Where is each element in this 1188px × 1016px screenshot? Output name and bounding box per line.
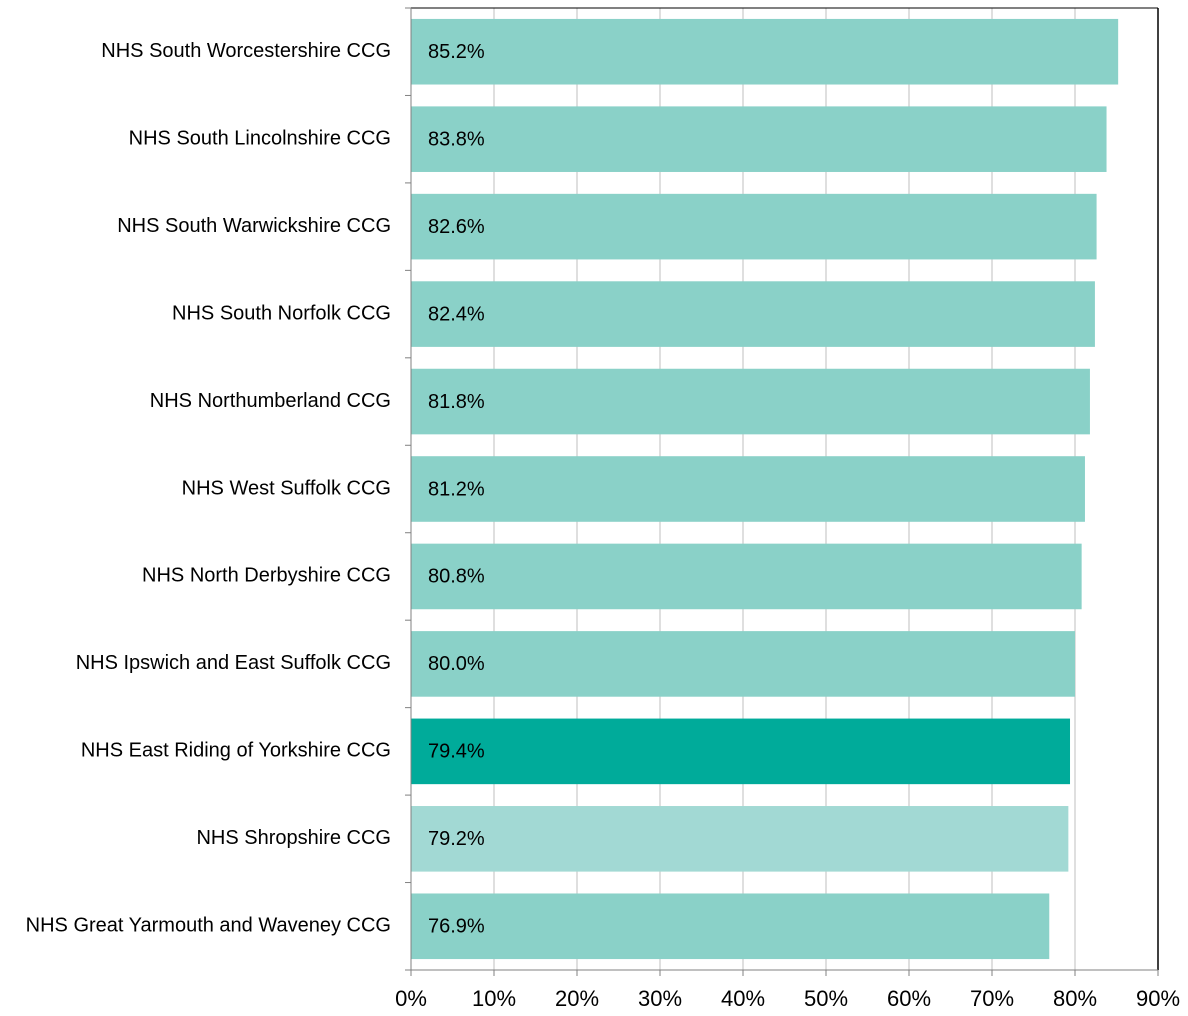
bar — [411, 368, 1090, 435]
bar — [411, 893, 1050, 960]
value-label: 82.6% — [428, 216, 485, 238]
value-label: 85.2% — [428, 41, 485, 63]
y-tick-label: NHS South Norfolk CCG — [172, 302, 391, 324]
bar — [411, 193, 1097, 260]
value-label: 82.4% — [428, 303, 485, 325]
y-tick-label: NHS South Lincolnshire CCG — [129, 127, 391, 149]
y-tick-label: NHS Great Yarmouth and Waveney CCG — [26, 915, 391, 937]
y-tick-label: NHS Northumberland CCG — [150, 390, 391, 412]
y-tick-label: NHS South Worcestershire CCG — [101, 40, 391, 62]
bar — [411, 718, 1071, 785]
value-label: 81.2% — [428, 478, 485, 500]
bar — [411, 806, 1069, 872]
y-tick-label: NHS West Suffolk CCG — [182, 477, 391, 499]
y-tick-label: NHS South Warwickshire CCG — [117, 215, 391, 237]
value-label: 81.8% — [428, 391, 485, 413]
x-tick-label: 30% — [638, 986, 682, 1011]
value-label: 80.8% — [428, 566, 485, 588]
bar — [411, 543, 1082, 610]
x-tick-label: 0% — [395, 986, 427, 1011]
bar — [411, 18, 1119, 85]
x-tick-label: 60% — [887, 986, 931, 1011]
y-tick-label: NHS East Riding of Yorkshire CCG — [81, 740, 391, 762]
bar — [411, 106, 1107, 172]
x-tick-label: 70% — [970, 986, 1014, 1011]
x-tick-label: 20% — [555, 986, 599, 1011]
x-tick-label: 90% — [1136, 986, 1180, 1011]
bar — [411, 456, 1085, 522]
bar — [411, 631, 1075, 697]
x-tick-label: 40% — [721, 986, 765, 1011]
value-label: 83.8% — [428, 128, 485, 150]
y-tick-label: NHS North Derbyshire CCG — [142, 565, 391, 587]
x-tick-label: 10% — [472, 986, 516, 1011]
y-tick-label: NHS Shropshire CCG — [196, 827, 391, 849]
bar — [411, 281, 1095, 347]
x-tick-label: 50% — [804, 986, 848, 1011]
value-label: 79.2% — [428, 828, 485, 850]
value-label: 80.0% — [428, 653, 485, 675]
value-label: 76.9% — [428, 916, 485, 938]
x-tick-label: 80% — [1053, 986, 1097, 1011]
y-tick-label: NHS Ipswich and East Suffolk CCG — [76, 652, 391, 674]
value-label: 79.4% — [428, 741, 485, 763]
